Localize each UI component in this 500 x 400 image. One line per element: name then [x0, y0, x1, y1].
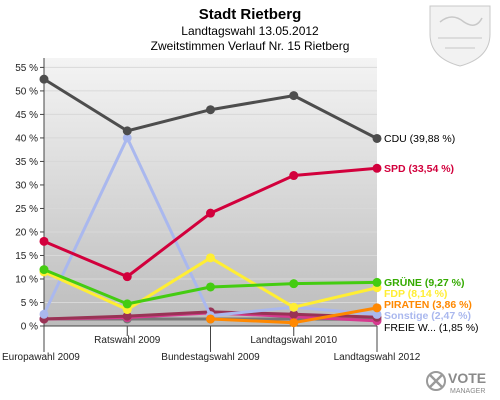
series-label: FREIE W... (1,85 %) — [384, 322, 479, 334]
logo-subtext: MANAGER — [450, 388, 485, 395]
coat-of-arms-icon — [429, 5, 491, 67]
data-point — [206, 105, 215, 115]
data-point — [122, 311, 132, 321]
data-point — [122, 299, 132, 309]
series-label: CDU (39,88 %) — [384, 133, 455, 145]
series-label: PIRATEN (3,86 %) — [384, 299, 472, 311]
x-tick-label: Landtagswahl 2012 — [334, 352, 421, 363]
y-tick-label: 55 % — [15, 63, 38, 74]
y-tick-label: 35 % — [15, 157, 38, 168]
series-label: SPD (33,54 %) — [384, 163, 454, 175]
series-label: GRÜNE (9,27 %) — [384, 276, 465, 289]
data-point — [122, 133, 132, 143]
grid-lines — [44, 66, 377, 327]
check-cross-icon — [426, 371, 446, 391]
y-tick-label: 5 % — [21, 298, 38, 309]
series-gr-ne — [39, 265, 382, 309]
data-point — [289, 91, 299, 101]
y-tick-label: 50 % — [15, 86, 38, 97]
data-point — [372, 309, 382, 319]
y-tick-label: 25 % — [15, 204, 38, 215]
plot-background — [44, 58, 377, 326]
y-tick-label: 10 % — [15, 274, 38, 285]
y-tick-label: 15 % — [15, 251, 38, 262]
y-tick-label: 0 % — [21, 322, 38, 333]
chart-subtitle: Landtagswahl 13.05.2012 — [181, 24, 319, 38]
data-point — [372, 277, 382, 287]
series-spd — [39, 163, 382, 282]
plot-area — [44, 58, 377, 326]
data-point — [206, 208, 215, 218]
x-axis: Europawahl 2009 Ratswahl 2009Bundestagswa… — [2, 325, 421, 363]
data-point — [289, 309, 299, 319]
data-point — [289, 318, 299, 328]
data-point — [372, 133, 382, 143]
data-point — [372, 303, 382, 313]
x-tick-label: Bundestagswahl 2009 — [161, 352, 260, 363]
y-tick-label: 45 % — [15, 110, 38, 121]
series-labels: CDU (39,88 %) SPD (33,54 %) GRÜNE (9,27 %)… — [384, 133, 479, 334]
data-point — [289, 302, 299, 312]
data-point — [206, 282, 215, 292]
data-point — [39, 309, 49, 319]
y-axis: 0 % 5 % 10 % 15 % 20 % 25 % 30 % 35 % 40 % 45 % 50… — [15, 58, 45, 333]
data-point — [372, 163, 382, 173]
chart-title: Stadt Rietberg — [198, 6, 302, 23]
y-tick-label: 20 % — [15, 227, 38, 238]
data-point — [122, 126, 132, 136]
series-piraten — [206, 303, 382, 328]
data-point — [206, 253, 215, 263]
y-tick-label: 40 % — [15, 133, 38, 144]
x-tick-label: Landtagswahl 2010 — [250, 335, 337, 346]
series-cdu — [39, 74, 382, 143]
series-layer — [39, 74, 382, 328]
logo-text: VOTE — [448, 370, 486, 386]
y-tick-label: 30 % — [15, 180, 38, 191]
data-point — [289, 279, 299, 289]
data-point — [122, 272, 132, 282]
data-point — [39, 74, 49, 84]
data-point — [206, 314, 215, 324]
series-label: Sonstige (2,47 %) — [384, 310, 471, 322]
x-tick-label: Europawahl 2009 — [2, 352, 80, 363]
data-point — [39, 265, 49, 275]
x-tick-label: Ratswahl 2009 — [94, 335, 161, 346]
chart-subtitle-2: Zweitstimmen Verlauf Nr. 15 Rietberg — [150, 39, 350, 53]
data-point — [39, 236, 49, 246]
series-label: FDP (8,14 %) — [384, 288, 447, 300]
data-point — [289, 171, 299, 181]
vote-manager-logo: VOTE MANAGER — [426, 370, 486, 395]
